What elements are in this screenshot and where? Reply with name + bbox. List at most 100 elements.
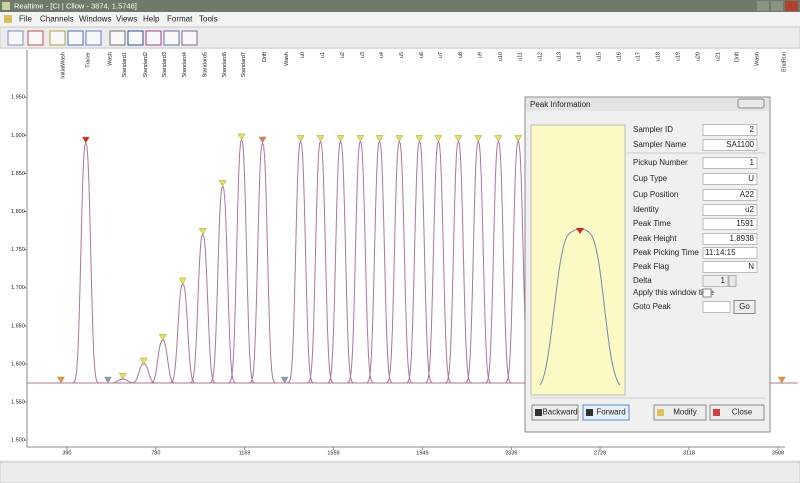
- checkbox[interactable]: [702, 288, 712, 298]
- peak-marker[interactable]: [258, 136, 267, 144]
- peak-marker[interactable]: [415, 135, 424, 142]
- field-value: 1: [721, 276, 726, 285]
- field-label: Goto Peak: [633, 302, 672, 311]
- tool-button[interactable]: [109, 30, 126, 46]
- peak-marker[interactable]: [139, 357, 148, 365]
- field-box[interactable]: [702, 233, 758, 245]
- peak-marker[interactable]: [395, 135, 404, 142]
- peak-marker[interactable]: [57, 376, 65, 384]
- app-icon: [2, 2, 10, 10]
- field-box[interactable]: [702, 139, 758, 151]
- peak-marker[interactable]: [777, 376, 786, 384]
- goto-box[interactable]: [702, 301, 731, 313]
- peak-marker[interactable]: [356, 135, 365, 142]
- peak-marker[interactable]: [296, 135, 305, 142]
- button-icon: [657, 409, 664, 416]
- peak-marker[interactable]: [218, 180, 227, 187]
- peak-marker[interactable]: [104, 376, 112, 384]
- peak-marker[interactable]: [454, 135, 463, 142]
- y-tick-label: 1.850: [11, 171, 25, 177]
- sample-label: u11: [518, 52, 524, 61]
- peak-marker[interactable]: [81, 136, 90, 144]
- peak-marker[interactable]: [375, 135, 384, 142]
- sample-label: Standard5: [202, 52, 208, 77]
- field-label: Sampler Name: [633, 140, 687, 149]
- menu-item[interactable]: Help: [143, 15, 160, 24]
- field-label: Peak Height: [633, 234, 677, 243]
- field-label: Cup Position: [633, 190, 678, 199]
- field-box[interactable]: [702, 261, 758, 273]
- sample-label: u3: [360, 52, 366, 58]
- y-tick-label: 1.900: [11, 133, 25, 139]
- sample-label: Wash: [754, 52, 760, 66]
- tool-button[interactable]: [67, 30, 84, 46]
- field-box[interactable]: [702, 218, 758, 230]
- menu-item[interactable]: File: [19, 15, 32, 24]
- field-box[interactable]: [702, 247, 758, 259]
- peak-marker[interactable]: [474, 135, 483, 142]
- minimize[interactable]: [757, 1, 769, 11]
- sample-label: Standard7: [241, 52, 247, 77]
- dialog-title-bar: [526, 98, 769, 111]
- preview-marker: [576, 228, 584, 234]
- menu-item[interactable]: Windows: [79, 15, 111, 24]
- spinner[interactable]: [728, 275, 737, 287]
- peak-marker[interactable]: [316, 135, 325, 142]
- close-window[interactable]: [785, 1, 798, 11]
- y-tick-label: 1.750: [11, 247, 25, 253]
- peak-marker[interactable]: [336, 135, 345, 142]
- peak-marker[interactable]: [280, 376, 289, 384]
- field-value: U: [748, 174, 754, 183]
- field-box[interactable]: [702, 124, 758, 136]
- tool-button[interactable]: [163, 30, 180, 46]
- peak-marker[interactable]: [198, 228, 207, 235]
- field-box[interactable]: [702, 157, 758, 169]
- menu-item[interactable]: Tools: [199, 15, 218, 24]
- field-label: Peak Flag: [633, 262, 669, 271]
- peak-marker[interactable]: [494, 135, 503, 142]
- peak-marker[interactable]: [434, 135, 443, 142]
- peak-marker[interactable]: [178, 277, 187, 285]
- field-box[interactable]: [702, 189, 758, 201]
- tool-button[interactable]: [7, 30, 24, 46]
- button-label: Close: [732, 408, 753, 417]
- field-box[interactable]: [702, 275, 729, 287]
- field-box[interactable]: [702, 173, 758, 185]
- tool-button[interactable]: [85, 30, 102, 46]
- title-bar: [0, 0, 800, 12]
- menu-icon: [4, 15, 12, 23]
- sample-label: Standard6: [222, 52, 228, 77]
- menu-item[interactable]: Format: [167, 15, 193, 24]
- tool-button[interactable]: [49, 30, 66, 46]
- dialog-close[interactable]: [737, 98, 765, 109]
- peak-marker[interactable]: [158, 334, 167, 341]
- menu-item[interactable]: Views: [116, 15, 137, 24]
- sample-label: u17: [636, 52, 642, 61]
- tool-button[interactable]: [127, 30, 144, 46]
- peak-marker[interactable]: [514, 135, 523, 142]
- peak-marker[interactable]: [118, 372, 127, 380]
- field-label: Sampler ID: [633, 125, 673, 134]
- maximize[interactable]: [771, 1, 783, 11]
- go-button[interactable]: [733, 300, 756, 314]
- field-value: 1: [750, 158, 755, 167]
- tool-button[interactable]: [181, 30, 198, 46]
- tool-button[interactable]: [27, 30, 44, 46]
- tool-button[interactable]: [145, 30, 162, 46]
- dialog-button[interactable]: [653, 404, 707, 421]
- field-label: Delta: [633, 276, 652, 285]
- y-tick-label: 1.650: [11, 323, 25, 329]
- button-label: Modify: [673, 408, 697, 417]
- dialog-button[interactable]: [709, 404, 765, 421]
- peak-marker[interactable]: [237, 133, 246, 141]
- sample-label: Drift: [262, 52, 268, 63]
- sample-label: Standard4: [182, 52, 188, 77]
- menu-item[interactable]: Channels: [40, 15, 74, 24]
- field-box[interactable]: [702, 204, 758, 216]
- window-controls[interactable]: [757, 1, 798, 11]
- dialog-button[interactable]: [582, 404, 630, 421]
- field-value: N: [748, 262, 754, 271]
- dialog-button[interactable]: [531, 404, 579, 421]
- sample-label: u0: [300, 52, 306, 58]
- y-tick-label: 1.500: [11, 438, 25, 444]
